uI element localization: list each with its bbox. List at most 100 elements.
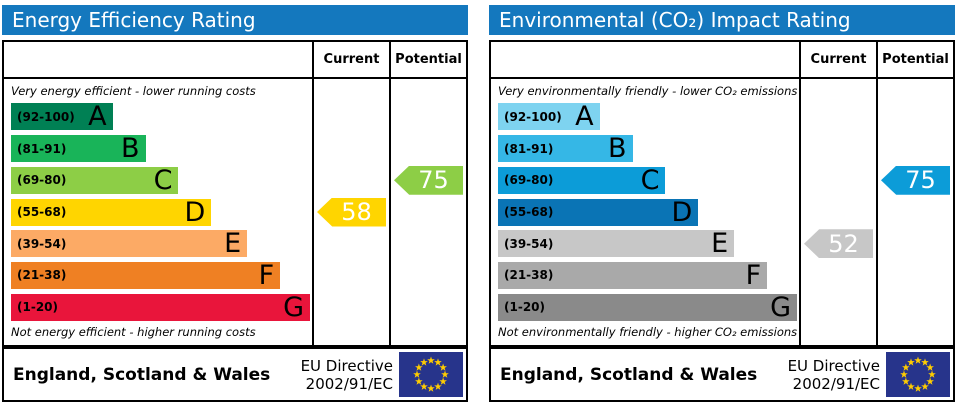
table-body-row: Very energy efficient - lower running co… (4, 79, 466, 345)
band-c-letter: C (153, 164, 173, 196)
region-label: England, Scotland & Wales (500, 364, 758, 385)
chart-title-bar: Environmental (CO₂) Impact Rating (489, 5, 955, 35)
band-d: (55-68) D (11, 196, 212, 228)
band-g-range: (1-20) (17, 300, 58, 315)
band-c: (69-80) C (11, 164, 179, 196)
chart-title: Environmental (CO₂) Impact Rating (499, 8, 851, 32)
band-e-letter: E (711, 228, 729, 260)
rating-table: Current Potential Very energy efficient - … (2, 40, 468, 347)
rating-scale: Very environmentally friendly - lower CO… (491, 79, 799, 345)
header-spacer-cell (4, 42, 312, 77)
band-e-range: (39-54) (17, 236, 67, 251)
band-d: (55-68) D (498, 198, 699, 226)
band-row-d: (55-68) D (11, 196, 310, 228)
panel-energy-efficiency: Energy Efficiency Rating Current Potential… (2, 2, 468, 402)
band-rows: (92-100) A (81-91) B (69-80) C (55-68) D (39-54)… (4, 101, 312, 323)
band-g-letter: G (770, 291, 791, 323)
band-d-range: (55-68) (504, 205, 554, 220)
band-row-a: (92-100) A (498, 101, 797, 133)
top-caption: Very energy efficient - lower running co… (11, 84, 256, 98)
current-rating-value: 58 (341, 198, 372, 227)
band-a-range: (92-100) (504, 109, 562, 124)
region-label: England, Scotland & Wales (13, 364, 271, 385)
table-header-row: Current Potential (4, 42, 466, 79)
band-c-letter: C (640, 164, 660, 196)
eu-directive-line1: EU Directive (300, 356, 393, 375)
potential-column: 75 (389, 79, 466, 345)
current-rating-arrow: 58 (317, 197, 386, 227)
band-b-range: (81-91) (504, 141, 554, 156)
band-row-e: (39-54) E (11, 228, 310, 260)
chart-title: Energy Efficiency Rating (12, 8, 256, 32)
band-e: (39-54) E (11, 228, 248, 260)
band-a-letter: A (88, 101, 107, 133)
band-d-letter: D (184, 196, 206, 228)
footer: England, Scotland & Wales EU Directive 200… (489, 347, 955, 402)
band-f-range: (21-38) (504, 268, 554, 283)
band-row-b: (81-91) B (498, 133, 797, 165)
band-d-range: (55-68) (17, 205, 67, 220)
band-row-g: (1-20) G (11, 291, 310, 323)
band-row-f: (21-38) F (11, 260, 310, 292)
band-row-b: (81-91) B (11, 133, 310, 165)
band-a: (92-100) A (498, 101, 600, 133)
potential-rating-value: 75 (905, 166, 936, 195)
current-rating-arrow: 52 (804, 229, 873, 259)
band-f: (21-38) F (11, 259, 281, 291)
band-b: (81-91) B (11, 133, 146, 165)
band-f: (21-38) F (498, 261, 768, 289)
eu-directive-line1: EU Directive (787, 356, 880, 375)
band-b: (81-91) B (498, 133, 633, 165)
current-column-header: Current (312, 42, 389, 77)
band-a: (92-100) A (11, 101, 113, 133)
header-spacer-cell (491, 42, 799, 77)
band-row-c: (69-80) C (11, 164, 310, 196)
eu-directive-line2: 2002/91/EC (792, 374, 880, 393)
band-b-letter: B (121, 133, 140, 165)
eu-directive-line2: 2002/91/EC (305, 374, 393, 393)
band-e: (39-54) E (498, 228, 735, 260)
band-g-letter: G (283, 291, 304, 323)
potential-rating-arrow: 75 (394, 165, 463, 195)
potential-rating-value: 75 (418, 166, 449, 195)
band-rows: (92-100) A (81-91) B (69-80) C (55-68) D (39-54)… (491, 101, 799, 323)
band-f-range: (21-38) (17, 268, 67, 283)
band-a-letter: A (575, 101, 594, 133)
band-row-e: (39-54) E (498, 228, 797, 260)
band-a-range: (92-100) (17, 109, 75, 124)
band-row-c: (69-80) C (498, 164, 797, 196)
current-column: 52 (799, 79, 876, 345)
potential-column-header: Potential (876, 42, 953, 77)
footer: England, Scotland & Wales EU Directive 200… (2, 347, 468, 402)
bottom-caption: Not environmentally friendly - higher CO… (498, 325, 798, 339)
current-rating-value: 52 (828, 229, 859, 258)
band-g: (1-20) G (498, 291, 797, 323)
band-c: (69-80) C (498, 164, 666, 196)
band-e-letter: E (224, 228, 242, 260)
eu-flag-icon (886, 352, 950, 397)
potential-column: 75 (876, 79, 953, 345)
band-row-f: (21-38) F (498, 260, 797, 292)
band-row-d: (55-68) D (498, 196, 797, 228)
chart-title-bar: Energy Efficiency Rating (2, 5, 468, 35)
potential-column-header: Potential (389, 42, 466, 77)
band-g: (1-20) G (11, 291, 310, 323)
table-header-row: Current Potential (491, 42, 953, 79)
band-c-range: (69-80) (504, 173, 554, 188)
potential-rating-arrow: 75 (881, 165, 950, 195)
band-row-a: (92-100) A (11, 101, 310, 133)
current-column: 58 (312, 79, 389, 345)
top-caption: Very environmentally friendly - lower CO… (498, 84, 798, 98)
band-g-range: (1-20) (504, 300, 545, 315)
rating-scale: Very energy efficient - lower running co… (4, 79, 312, 345)
band-b-letter: B (608, 133, 627, 165)
bottom-caption: Not energy efficient - higher running co… (11, 325, 256, 339)
band-b-range: (81-91) (17, 141, 67, 156)
band-f-letter: F (258, 259, 275, 291)
eu-directive-label: EU Directive 2002/91/EC (301, 357, 393, 393)
band-c-range: (69-80) (17, 173, 67, 188)
eu-flag-icon (399, 352, 463, 397)
current-column-header: Current (799, 42, 876, 77)
rating-table: Current Potential Very environmentally fri… (489, 40, 955, 347)
